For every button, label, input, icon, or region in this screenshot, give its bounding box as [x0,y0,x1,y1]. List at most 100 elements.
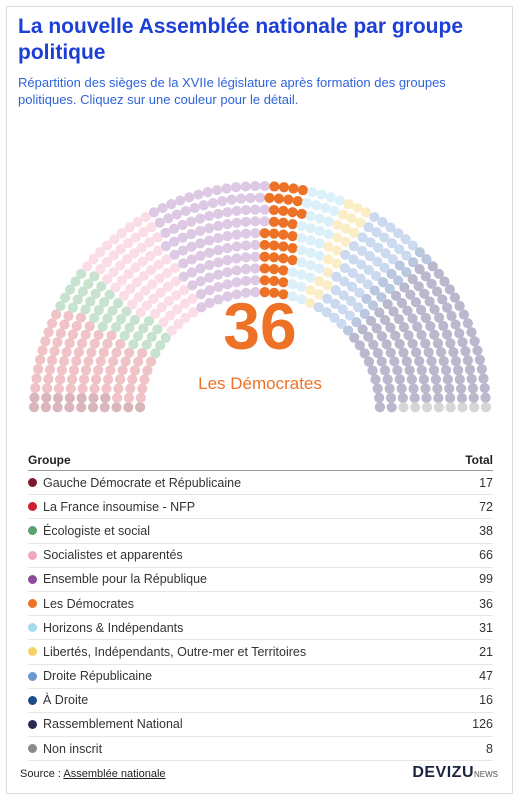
seat-marker[interactable] [186,229,197,240]
seat-marker[interactable] [76,392,87,404]
seat-marker[interactable] [287,291,298,302]
seat-marker[interactable] [128,339,139,350]
seat-marker[interactable] [137,256,148,267]
seat-marker[interactable] [466,327,477,338]
seat-marker[interactable] [77,338,88,349]
seat-marker[interactable] [445,402,456,413]
seat-marker[interactable] [320,202,331,214]
seat-marker[interactable] [204,285,215,296]
seat-marker[interactable] [296,232,307,244]
seat-marker[interactable] [161,254,172,265]
seat-marker[interactable] [93,304,105,316]
seat-marker[interactable] [73,347,85,358]
seat-marker[interactable] [432,286,443,297]
seat-marker[interactable] [361,293,372,304]
seat-marker[interactable] [354,340,365,351]
seat-marker[interactable] [392,365,403,376]
seat-marker[interactable] [268,216,280,227]
seat-marker[interactable] [240,240,252,251]
seat-marker[interactable] [41,392,52,403]
seat-marker[interactable] [110,282,121,293]
seat-marker[interactable] [283,194,294,205]
seat-marker[interactable] [296,281,307,293]
seat-marker[interactable] [297,185,309,196]
seat-marker[interactable] [163,213,174,224]
seat-marker[interactable] [137,383,148,394]
seat-marker[interactable] [438,356,449,367]
seat-marker[interactable] [30,382,41,394]
seat-marker[interactable] [195,289,207,300]
seat-marker[interactable] [71,356,82,367]
seat-marker[interactable] [380,314,391,326]
seat-marker[interactable] [112,392,123,404]
seat-marker[interactable] [152,232,163,243]
seat-marker[interactable] [462,355,474,366]
seat-marker[interactable] [329,312,340,323]
seat-marker[interactable] [278,229,289,240]
seat-marker[interactable] [359,348,370,359]
seat-marker[interactable] [89,338,100,349]
seat-marker[interactable] [79,374,90,385]
seat-marker[interactable] [403,330,414,341]
seat-marker[interactable] [177,219,188,231]
seat-marker[interactable] [398,402,409,413]
seat-marker[interactable] [250,263,261,274]
seat-marker[interactable] [376,356,387,367]
seat-marker[interactable] [195,276,206,287]
seat-marker[interactable] [111,402,122,413]
seat-marker[interactable] [130,262,141,273]
seat-marker[interactable] [139,374,150,385]
seat-marker[interactable] [410,297,421,308]
seat-marker[interactable] [387,254,398,265]
seat-marker[interactable] [322,267,334,278]
seat-marker[interactable] [189,202,200,214]
seat-marker[interactable] [52,337,63,348]
seat-marker[interactable] [348,241,360,252]
seat-marker[interactable] [171,209,183,220]
seat-marker[interactable] [146,222,157,233]
seat-marker[interactable] [415,304,427,316]
seat-marker[interactable] [80,365,92,376]
seat-marker[interactable] [67,374,78,385]
seat-marker[interactable] [469,402,480,413]
seat-marker[interactable] [110,321,122,333]
seat-marker[interactable] [154,217,165,228]
seat-marker[interactable] [399,282,410,293]
seat-marker[interactable] [314,250,325,261]
seat-marker[interactable] [231,241,242,252]
seat-marker[interactable] [460,346,471,357]
seat-marker[interactable] [231,289,242,300]
seat-marker[interactable] [134,402,146,413]
seat-marker[interactable] [187,293,198,304]
seat-marker[interactable] [435,347,447,358]
seat-marker[interactable] [125,383,136,394]
table-row[interactable]: Gauche Démocrate et Républicaine 17 [28,471,493,496]
seat-marker[interactable] [166,199,177,210]
seat-marker[interactable] [418,374,429,385]
seat-marker[interactable] [71,320,82,332]
seat-marker[interactable] [132,331,144,342]
seat-marker[interactable] [230,182,242,193]
seat-marker[interactable] [423,347,434,358]
seat-marker[interactable] [180,312,191,323]
seat-marker[interactable] [91,374,102,385]
seat-marker[interactable] [394,260,405,271]
seat-marker[interactable] [204,210,215,222]
seat-marker[interactable] [157,202,168,214]
seat-marker[interactable] [85,296,96,307]
seat-marker[interactable] [385,392,397,404]
seat-marker[interactable] [40,402,51,413]
seat-marker[interactable] [420,271,431,282]
seat-marker[interactable] [138,227,149,238]
seat-marker[interactable] [95,264,106,275]
seat-marker[interactable] [402,305,413,316]
seat-marker[interactable] [268,204,280,216]
seat-marker[interactable] [368,339,379,350]
seat-marker[interactable] [75,312,87,323]
seat-marker[interactable] [296,257,307,268]
seat-marker[interactable] [195,238,206,249]
seat-marker[interactable] [421,254,432,265]
seat-marker[interactable] [148,207,160,218]
seat-marker[interactable] [41,383,53,394]
seat-marker[interactable] [268,252,280,263]
